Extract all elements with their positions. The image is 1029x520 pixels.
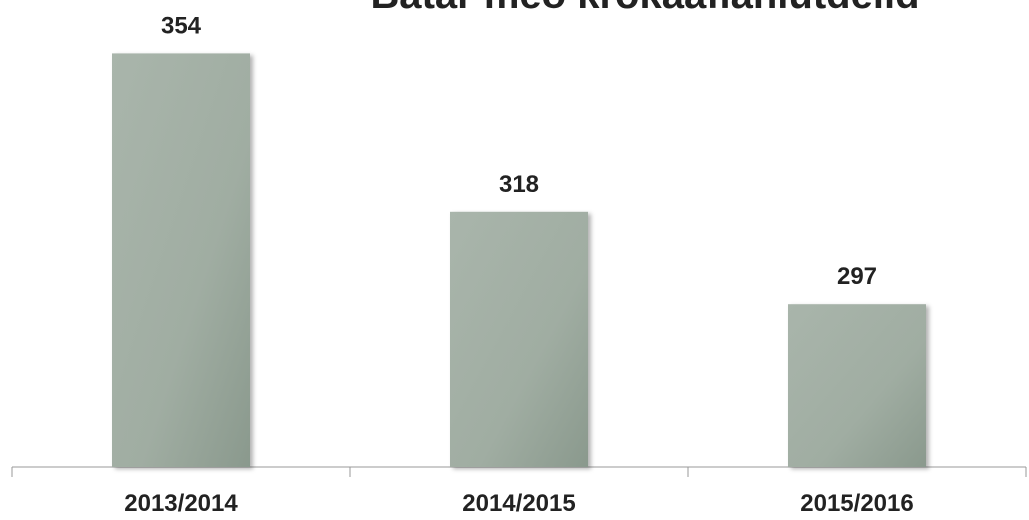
bar bbox=[450, 211, 588, 467]
data-label: 318 bbox=[499, 171, 539, 198]
data-label: 354 bbox=[161, 12, 202, 39]
bar bbox=[788, 304, 926, 467]
x-tick-label: 2013/2014 bbox=[124, 490, 238, 517]
bar bbox=[112, 53, 250, 468]
x-tick-label: 2014/2015 bbox=[462, 490, 575, 517]
x-tick-label: 2015/2016 bbox=[800, 490, 913, 517]
chart-title: Bátar með krókaaflahlutdeild bbox=[370, 0, 919, 17]
data-label: 297 bbox=[837, 263, 877, 290]
